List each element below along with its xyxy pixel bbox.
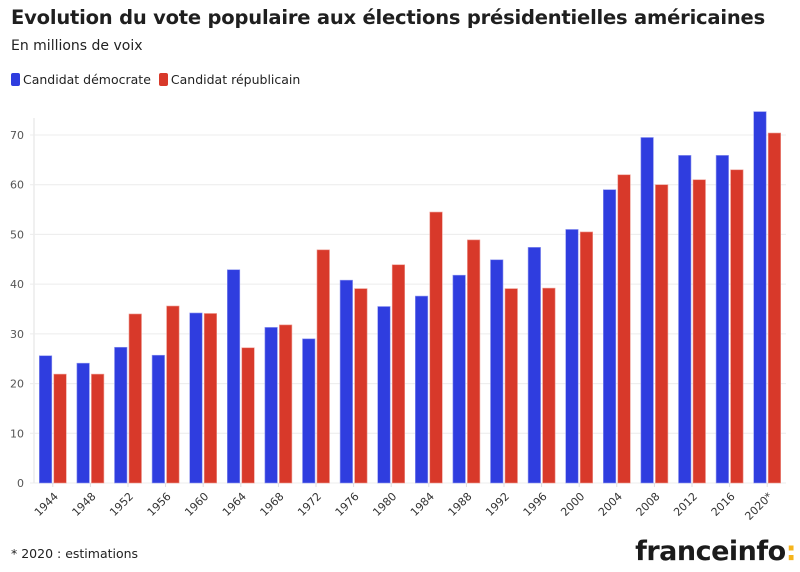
- bar-republican-2000: [579, 231, 594, 484]
- bar-democrat-1952: [114, 346, 128, 484]
- bar-republican-1956: [166, 305, 180, 484]
- y-tick-label: 40: [10, 278, 24, 291]
- footnote: * 2020 : estimations: [11, 546, 139, 561]
- bar-democrat-2012: [678, 155, 692, 484]
- x-tick-label: 1988: [446, 490, 475, 519]
- franceinfo-logo: franceinfo:: [635, 536, 796, 567]
- bar-republican-2012: [692, 179, 706, 484]
- x-tick-label: 1952: [107, 490, 136, 519]
- bar-democrat-1988: [452, 274, 466, 484]
- bar-republican-2016: [730, 169, 744, 484]
- x-tick-label: 1948: [70, 490, 99, 519]
- x-tick-label: 1944: [32, 490, 61, 519]
- bar-democrat-1956: [151, 354, 165, 484]
- bar-republican-1984: [429, 211, 443, 484]
- legend-swatch-democrat: [11, 73, 20, 86]
- bar-democrat-1976: [339, 279, 353, 484]
- bar-democrat-1964: [227, 269, 241, 484]
- bar-republican-2008: [655, 184, 669, 484]
- bar-democrat-1972: [302, 338, 316, 484]
- x-tick-label: 1996: [521, 490, 550, 519]
- bar-republican-1972: [316, 249, 330, 484]
- bar-democrat-1944: [38, 355, 53, 484]
- y-tick-label: 10: [10, 427, 24, 440]
- bar-republican-1968: [279, 324, 293, 484]
- bars: [38, 111, 782, 484]
- bar-democrat-2000: [565, 229, 579, 484]
- legend-item-republican: Candidat républicain: [158, 72, 301, 87]
- x-tick-label: 1992: [483, 490, 512, 519]
- y-tick-label: 50: [10, 228, 24, 241]
- y-tick-label: 60: [10, 179, 24, 192]
- x-tick-label: 1980: [370, 490, 399, 519]
- bar-republican-1988: [467, 239, 481, 484]
- logo-text: franceinfo: [635, 536, 786, 567]
- bar-democrat-1948: [76, 362, 90, 484]
- bar-republican-1976: [354, 288, 368, 484]
- legend-swatch-republican: [158, 73, 168, 86]
- bar-democrat-1960: [189, 312, 203, 484]
- bar-democrat-2008: [640, 137, 654, 484]
- x-tick-label: 1968: [258, 490, 287, 519]
- bar-democrat-1980: [377, 306, 391, 484]
- bar-republican-2004: [617, 174, 631, 484]
- bar-republican-1964: [241, 347, 255, 484]
- chart-subtitle: En millions de voix: [11, 38, 143, 54]
- x-tick-label: 2000: [558, 490, 587, 519]
- bar-democrat-1992: [490, 259, 504, 484]
- y-axis-ticks: 0 10 20 30 40 50 60 70: [10, 129, 24, 490]
- x-tick-label: 1976: [333, 490, 362, 519]
- x-tick-label: 1972: [295, 490, 324, 519]
- bar-republican-1996: [542, 287, 556, 484]
- bar-republican-1952: [128, 313, 142, 484]
- x-tick-label: 2004: [596, 490, 625, 519]
- x-tick-label: 2008: [634, 490, 663, 519]
- legend-item-democrat: Candidat démocrate: [11, 72, 151, 87]
- y-tick-label: 0: [17, 477, 24, 490]
- bar-democrat-2016: [715, 155, 729, 484]
- bar-democrat-1968: [264, 327, 278, 484]
- y-tick-label: 30: [10, 328, 24, 341]
- x-tick-label: 1964: [220, 490, 249, 519]
- logo-colon: :: [785, 536, 797, 567]
- x-axis-ticks: 1944 1948 1952 1956 1960 1964 1968 1972 1976 1980…: [32, 483, 776, 523]
- bar-democrat-1996: [527, 247, 541, 484]
- x-tick-label: 1956: [145, 490, 174, 519]
- x-tick-label: 1960: [182, 490, 211, 519]
- bar-republican-2020: [767, 132, 782, 484]
- bar-democrat-1984: [414, 295, 429, 484]
- x-tick-label: 2012: [671, 490, 700, 519]
- bar-republican-1980: [391, 264, 406, 484]
- grid-lines: [30, 118, 786, 484]
- bar-democrat-2004: [602, 189, 617, 484]
- y-tick-label: 20: [10, 378, 24, 391]
- x-tick-label: 2020*: [742, 490, 775, 523]
- bar-republican-1944: [53, 373, 67, 484]
- x-tick-label: 1984: [408, 490, 437, 519]
- bar-republican-1948: [91, 373, 105, 484]
- legend-label-democrat: Candidat démocrate: [23, 72, 151, 87]
- chart-title: Evolution du vote populaire aux élection…: [11, 6, 765, 29]
- bar-republican-1960: [203, 313, 217, 484]
- bar-democrat-2020: [753, 111, 767, 484]
- legend: Candidat démocrate Candidat républicain: [11, 72, 308, 87]
- x-tick-label: 2016: [709, 490, 738, 519]
- y-tick-label: 70: [10, 129, 24, 142]
- legend-label-republican: Candidat républicain: [170, 72, 301, 87]
- bar-republican-1992: [504, 288, 518, 484]
